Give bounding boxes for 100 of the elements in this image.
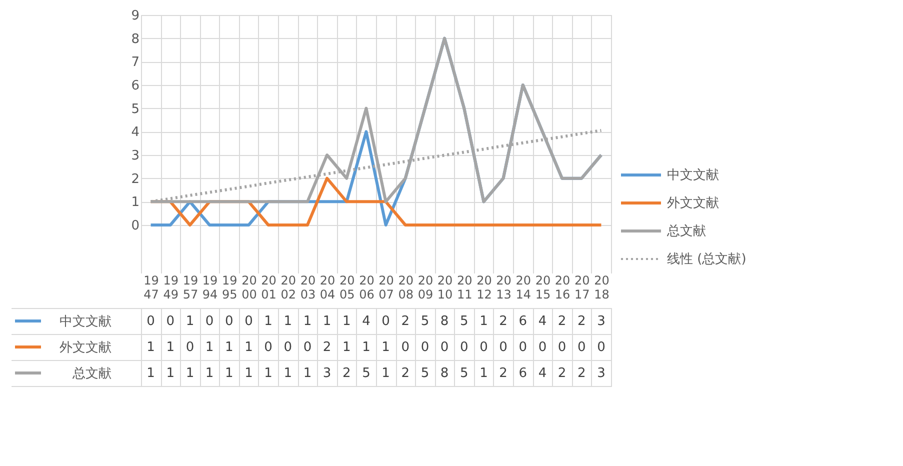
data-label: 0: [382, 314, 390, 329]
data-label: 3: [322, 366, 332, 381]
data-label: 1: [146, 366, 155, 381]
data-label: 2: [558, 314, 566, 329]
data-label: 1: [284, 314, 292, 329]
text: 总文献: [72, 366, 112, 382]
data-label: 2: [499, 366, 508, 381]
data-label: 4: [538, 366, 547, 381]
x-tick-label: 2000: [242, 274, 257, 302]
data-label: 1: [303, 366, 312, 381]
data-label: 2: [342, 366, 351, 381]
data-label: 2: [499, 314, 508, 329]
data-label: 0: [420, 340, 430, 355]
data-label: 1: [244, 340, 253, 355]
data-label: 1: [322, 314, 332, 329]
data-label: 1: [205, 366, 214, 381]
data-label: 0: [146, 314, 155, 329]
x-tick-label: 2002: [280, 274, 296, 302]
data-label: 1: [382, 366, 390, 381]
y-tick-label: 2: [131, 172, 140, 187]
data-label: 0: [264, 340, 272, 355]
data-label: 1: [205, 340, 214, 355]
x-tick-label: 2013: [496, 274, 512, 302]
data-label: 0: [401, 340, 410, 355]
legend-label: 外文文献: [667, 196, 719, 211]
data-label: 3: [597, 314, 606, 329]
data-label: 3: [597, 366, 606, 381]
data-label: 0: [166, 314, 175, 329]
data-label: 0: [284, 340, 292, 355]
x-tick-label: 2015: [535, 274, 551, 302]
x-tick-label: 1995: [222, 274, 238, 302]
y-tick-label: 8: [131, 32, 140, 47]
x-tick-label: 2017: [574, 274, 590, 302]
x-tick-label: 2008: [398, 274, 414, 302]
text: 外文文献: [60, 340, 112, 356]
data-label: 5: [420, 366, 430, 381]
data-label: 8: [440, 366, 449, 381]
data-label: 6: [518, 366, 528, 381]
y-tick-label: 6: [131, 78, 140, 94]
x-tick-label: 2011: [456, 274, 472, 302]
y-tick-label: 4: [131, 125, 140, 140]
data-label: 1: [224, 340, 234, 355]
data-label: 1: [146, 340, 155, 355]
x-tick-label: 2006: [359, 274, 374, 302]
x-tick-label: 2009: [418, 274, 434, 302]
x-tick-label: 2001: [261, 274, 276, 302]
y-tick-label: 5: [131, 102, 140, 117]
data-label: 1: [284, 366, 292, 381]
data-label: 2: [558, 366, 566, 381]
y-tick-label: 3: [131, 148, 140, 164]
x-tick-label: 1994: [202, 274, 218, 302]
x-tick-label: 2005: [339, 274, 355, 302]
data-label: 6: [518, 314, 528, 329]
data-label: 1: [264, 314, 272, 329]
x-tick-label: 1949: [163, 274, 179, 302]
data-label: 0: [538, 340, 547, 355]
x-tick-label: 2014: [516, 274, 532, 302]
data-label: 0: [518, 340, 528, 355]
data-label: 0: [460, 340, 468, 355]
legend-label: 线性 (总文献): [667, 252, 746, 267]
legend-label: 总文献: [666, 224, 706, 239]
data-label: 0: [244, 314, 253, 329]
data-label: 1: [224, 366, 234, 381]
data-label: 2: [577, 314, 586, 329]
data-label: 5: [460, 314, 468, 329]
data-label: 0: [577, 340, 586, 355]
data-label: 0: [205, 314, 214, 329]
data-label: 1: [166, 340, 175, 355]
data-label: 2: [577, 366, 586, 381]
data-label: 0: [303, 340, 312, 355]
text: 中文文献: [60, 314, 112, 330]
data-label: 2: [322, 340, 332, 355]
data-label: 0: [499, 340, 508, 355]
y-tick-label: 1: [131, 195, 140, 210]
data-label: 0: [224, 314, 234, 329]
x-tick-label: 2004: [320, 274, 336, 302]
data-label: 1: [264, 366, 272, 381]
data-label: 4: [538, 314, 547, 329]
data-label: 0: [186, 340, 194, 355]
data-label: 1: [342, 340, 351, 355]
x-tick-label: 2012: [476, 274, 492, 302]
data-label: 1: [362, 340, 370, 355]
data-label: 1: [166, 366, 175, 381]
legend-label: 中文文献: [667, 168, 719, 183]
data-label: 1: [186, 366, 194, 381]
data-label: 1: [303, 314, 312, 329]
x-tick-label: 2018: [594, 274, 610, 302]
y-tick-label: 7: [131, 55, 140, 70]
data-label: 1: [480, 366, 488, 381]
data-label: 0: [558, 340, 566, 355]
data-label: 8: [440, 314, 449, 329]
data-label: 5: [460, 366, 468, 381]
data-label: 2: [401, 314, 410, 329]
data-label: 1: [382, 340, 390, 355]
data-label: 1: [244, 366, 253, 381]
data-label: 0: [597, 340, 606, 355]
x-tick-label: 2016: [554, 274, 570, 302]
data-label: 1: [342, 314, 351, 329]
x-tick-label: 2010: [437, 274, 453, 302]
x-tick-label: 1947: [144, 274, 159, 302]
